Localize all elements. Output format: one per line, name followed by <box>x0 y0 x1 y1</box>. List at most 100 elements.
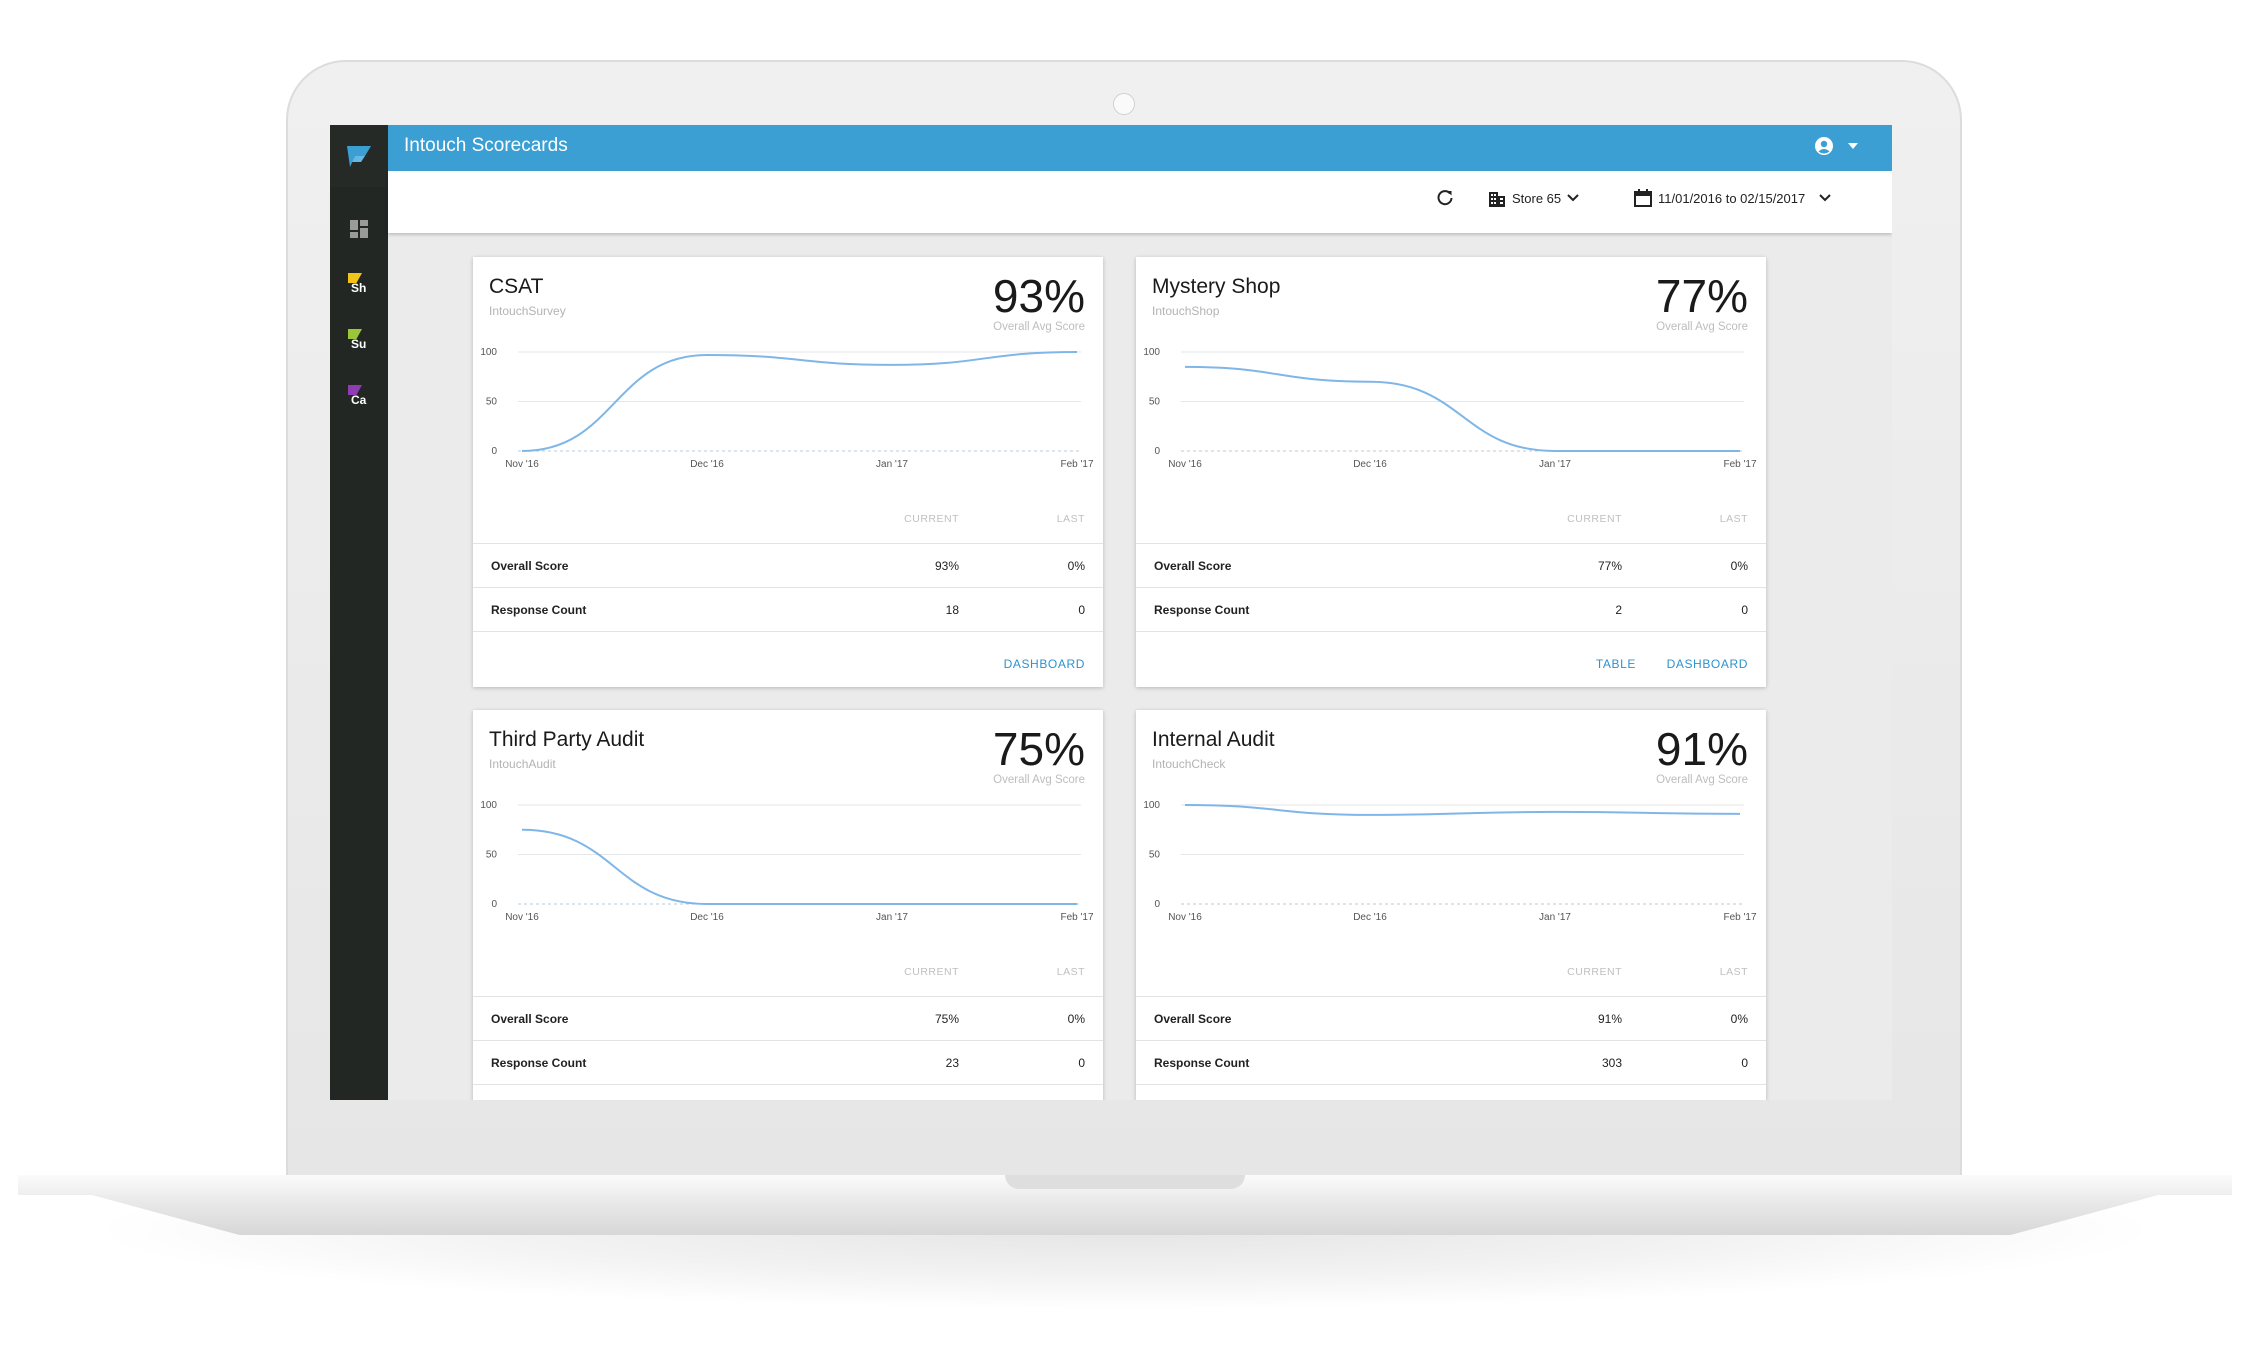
x-tick-label: Dec '16 <box>690 912 724 923</box>
x-tick-label: Feb '17 <box>1060 912 1093 923</box>
table-row: Overall Score 91% 0% <box>1136 996 1766 1041</box>
dashboard-button[interactable]: DASHBOARD <box>1003 657 1085 671</box>
building-icon <box>1489 192 1505 207</box>
dashboard-button[interactable]: DASHBOARD <box>1666 657 1748 671</box>
table-button[interactable]: TABLE <box>1595 657 1636 671</box>
row-last-value: 0% <box>1730 1012 1748 1026</box>
card-score-label: Overall Avg Score <box>1656 321 1748 333</box>
card-score: 77% <box>1655 270 1748 322</box>
row-label: Response Count <box>491 1056 587 1070</box>
score-line-chart: 0 50 100 Nov '16 Dec '16 Jan '17 Feb '17 <box>480 800 1094 923</box>
series-line <box>1184 365 1740 452</box>
sidebar-item-survey[interactable]: Su <box>330 321 388 361</box>
card-title: Third Party Audit <box>489 728 645 751</box>
x-tick-label: Jan '17 <box>876 459 908 470</box>
calendar-icon <box>1634 189 1652 207</box>
x-tick-label: Nov '16 <box>505 912 539 923</box>
x-tick-label: Dec '16 <box>1353 459 1387 470</box>
date-range-label: 11/01/2016 to 02/15/2017 <box>1658 190 1806 206</box>
row-label: Response Count <box>1154 1056 1250 1070</box>
logo-icon <box>347 146 371 167</box>
store-selector[interactable]: Store 65 <box>1488 189 1579 207</box>
table-row: Overall Score 75% 0% <box>473 996 1103 1041</box>
x-tick-label: Nov '16 <box>1168 912 1202 923</box>
case-app-icon: Ca <box>347 385 371 409</box>
row-label: Overall Score <box>1154 1012 1232 1026</box>
sidebar-item-case[interactable]: Ca <box>330 377 388 417</box>
table-row: Response Count 2 0 <box>1136 587 1766 632</box>
series-line <box>521 351 1078 452</box>
table-row-divider <box>1136 1084 1766 1100</box>
survey-app-icon: Su <box>347 329 371 353</box>
account-circle-icon <box>1815 137 1833 155</box>
column-header-last: LAST <box>1056 513 1085 525</box>
column-header-last: LAST <box>1719 966 1748 978</box>
column-header-current: CURRENT <box>904 966 959 978</box>
x-tick-label: Jan '17 <box>1539 459 1571 470</box>
score-line-chart: 0 50 100 Nov '16 Dec '16 Jan '17 Feb '17 <box>480 347 1094 470</box>
table-row: Overall Score 93% 0% <box>473 543 1103 588</box>
row-current-value: 75% <box>934 1012 959 1026</box>
row-last-value: 0 <box>1741 603 1748 617</box>
row-label: Overall Score <box>491 559 569 573</box>
x-tick-label: Jan '17 <box>876 912 908 923</box>
x-tick-label: Dec '16 <box>1353 912 1387 923</box>
app-title: Intouch Scorecards <box>404 135 568 156</box>
series-line <box>521 828 1077 905</box>
y-tick-label: 0 <box>491 446 497 457</box>
refresh-button[interactable] <box>1436 189 1454 207</box>
store-label: Store 65 <box>1512 190 1562 206</box>
y-tick-label: 100 <box>480 347 497 358</box>
card-actions: TABLE DASHBOARD <box>1136 631 1766 690</box>
y-tick-label: 50 <box>486 397 498 408</box>
y-tick-label: 50 <box>1149 397 1161 408</box>
laptop-notch <box>1005 1175 1245 1189</box>
sidebar-item-dashboard[interactable] <box>330 209 388 249</box>
card-score: 93% <box>992 270 1085 322</box>
row-last-value: 0 <box>1078 603 1085 617</box>
card-title: CSAT <box>489 275 544 298</box>
column-header-last: LAST <box>1056 966 1085 978</box>
row-current-value: 91% <box>1597 1012 1622 1026</box>
x-tick-label: Dec '16 <box>690 459 724 470</box>
card-score-label: Overall Avg Score <box>993 321 1085 333</box>
column-header-current: CURRENT <box>904 513 959 525</box>
x-tick-label: Jan '17 <box>1539 912 1571 923</box>
x-tick-label: Feb '17 <box>1723 459 1756 470</box>
y-tick-label: 0 <box>491 899 497 910</box>
chevron-down-icon <box>1567 194 1579 202</box>
y-tick-label: 100 <box>480 800 497 811</box>
row-last-value: 0 <box>1741 1056 1748 1070</box>
row-current-value: 23 <box>945 1056 959 1070</box>
column-header-last: LAST <box>1719 513 1748 525</box>
user-menu-button[interactable] <box>1814 136 1858 156</box>
card-score-label: Overall Avg Score <box>993 774 1085 786</box>
card-score: 91% <box>1655 723 1748 775</box>
y-tick-label: 50 <box>486 850 498 861</box>
chevron-down-icon <box>1819 194 1831 202</box>
sidebar-item-label: Sh <box>351 281 367 295</box>
column-header-current: CURRENT <box>1567 966 1622 978</box>
card-score-label: Overall Avg Score <box>1656 774 1748 786</box>
table-row: Overall Score 77% 0% <box>1136 543 1766 588</box>
row-current-value: 93% <box>934 559 959 573</box>
sidebar-item-label: Ca <box>351 393 367 407</box>
scorecard-csat: CSAT IntouchSurvey 93% Overall Avg Score… <box>473 257 1103 687</box>
sidebar-item-shop[interactable]: Sh <box>330 265 388 305</box>
scorecard-internal-audit: Internal Audit IntouchCheck 91% Overall … <box>1136 710 1766 1100</box>
date-range-selector[interactable]: 11/01/2016 to 02/15/2017 <box>1634 189 1831 207</box>
x-tick-label: Nov '16 <box>505 459 539 470</box>
score-line-chart: 0 50 100 Nov '16 Dec '16 Jan '17 Feb '17 <box>1143 347 1757 470</box>
y-tick-label: 50 <box>1149 850 1161 861</box>
table-row-divider <box>473 1084 1103 1100</box>
card-source: IntouchAudit <box>489 757 556 771</box>
app-logo[interactable] <box>330 125 388 187</box>
row-label: Response Count <box>491 603 587 617</box>
filter-toolbar: Store 65 11/01/2016 to 02/15/2017 <box>388 171 1892 233</box>
row-last-value: 0% <box>1067 559 1085 573</box>
card-title: Mystery Shop <box>1152 275 1281 298</box>
row-last-value: 0% <box>1730 559 1748 573</box>
row-current-value: 77% <box>1597 559 1622 573</box>
scorecard-mystery-shop: Mystery Shop IntouchShop 77% Overall Avg… <box>1136 257 1766 687</box>
table-row: Response Count 23 0 <box>473 1040 1103 1085</box>
